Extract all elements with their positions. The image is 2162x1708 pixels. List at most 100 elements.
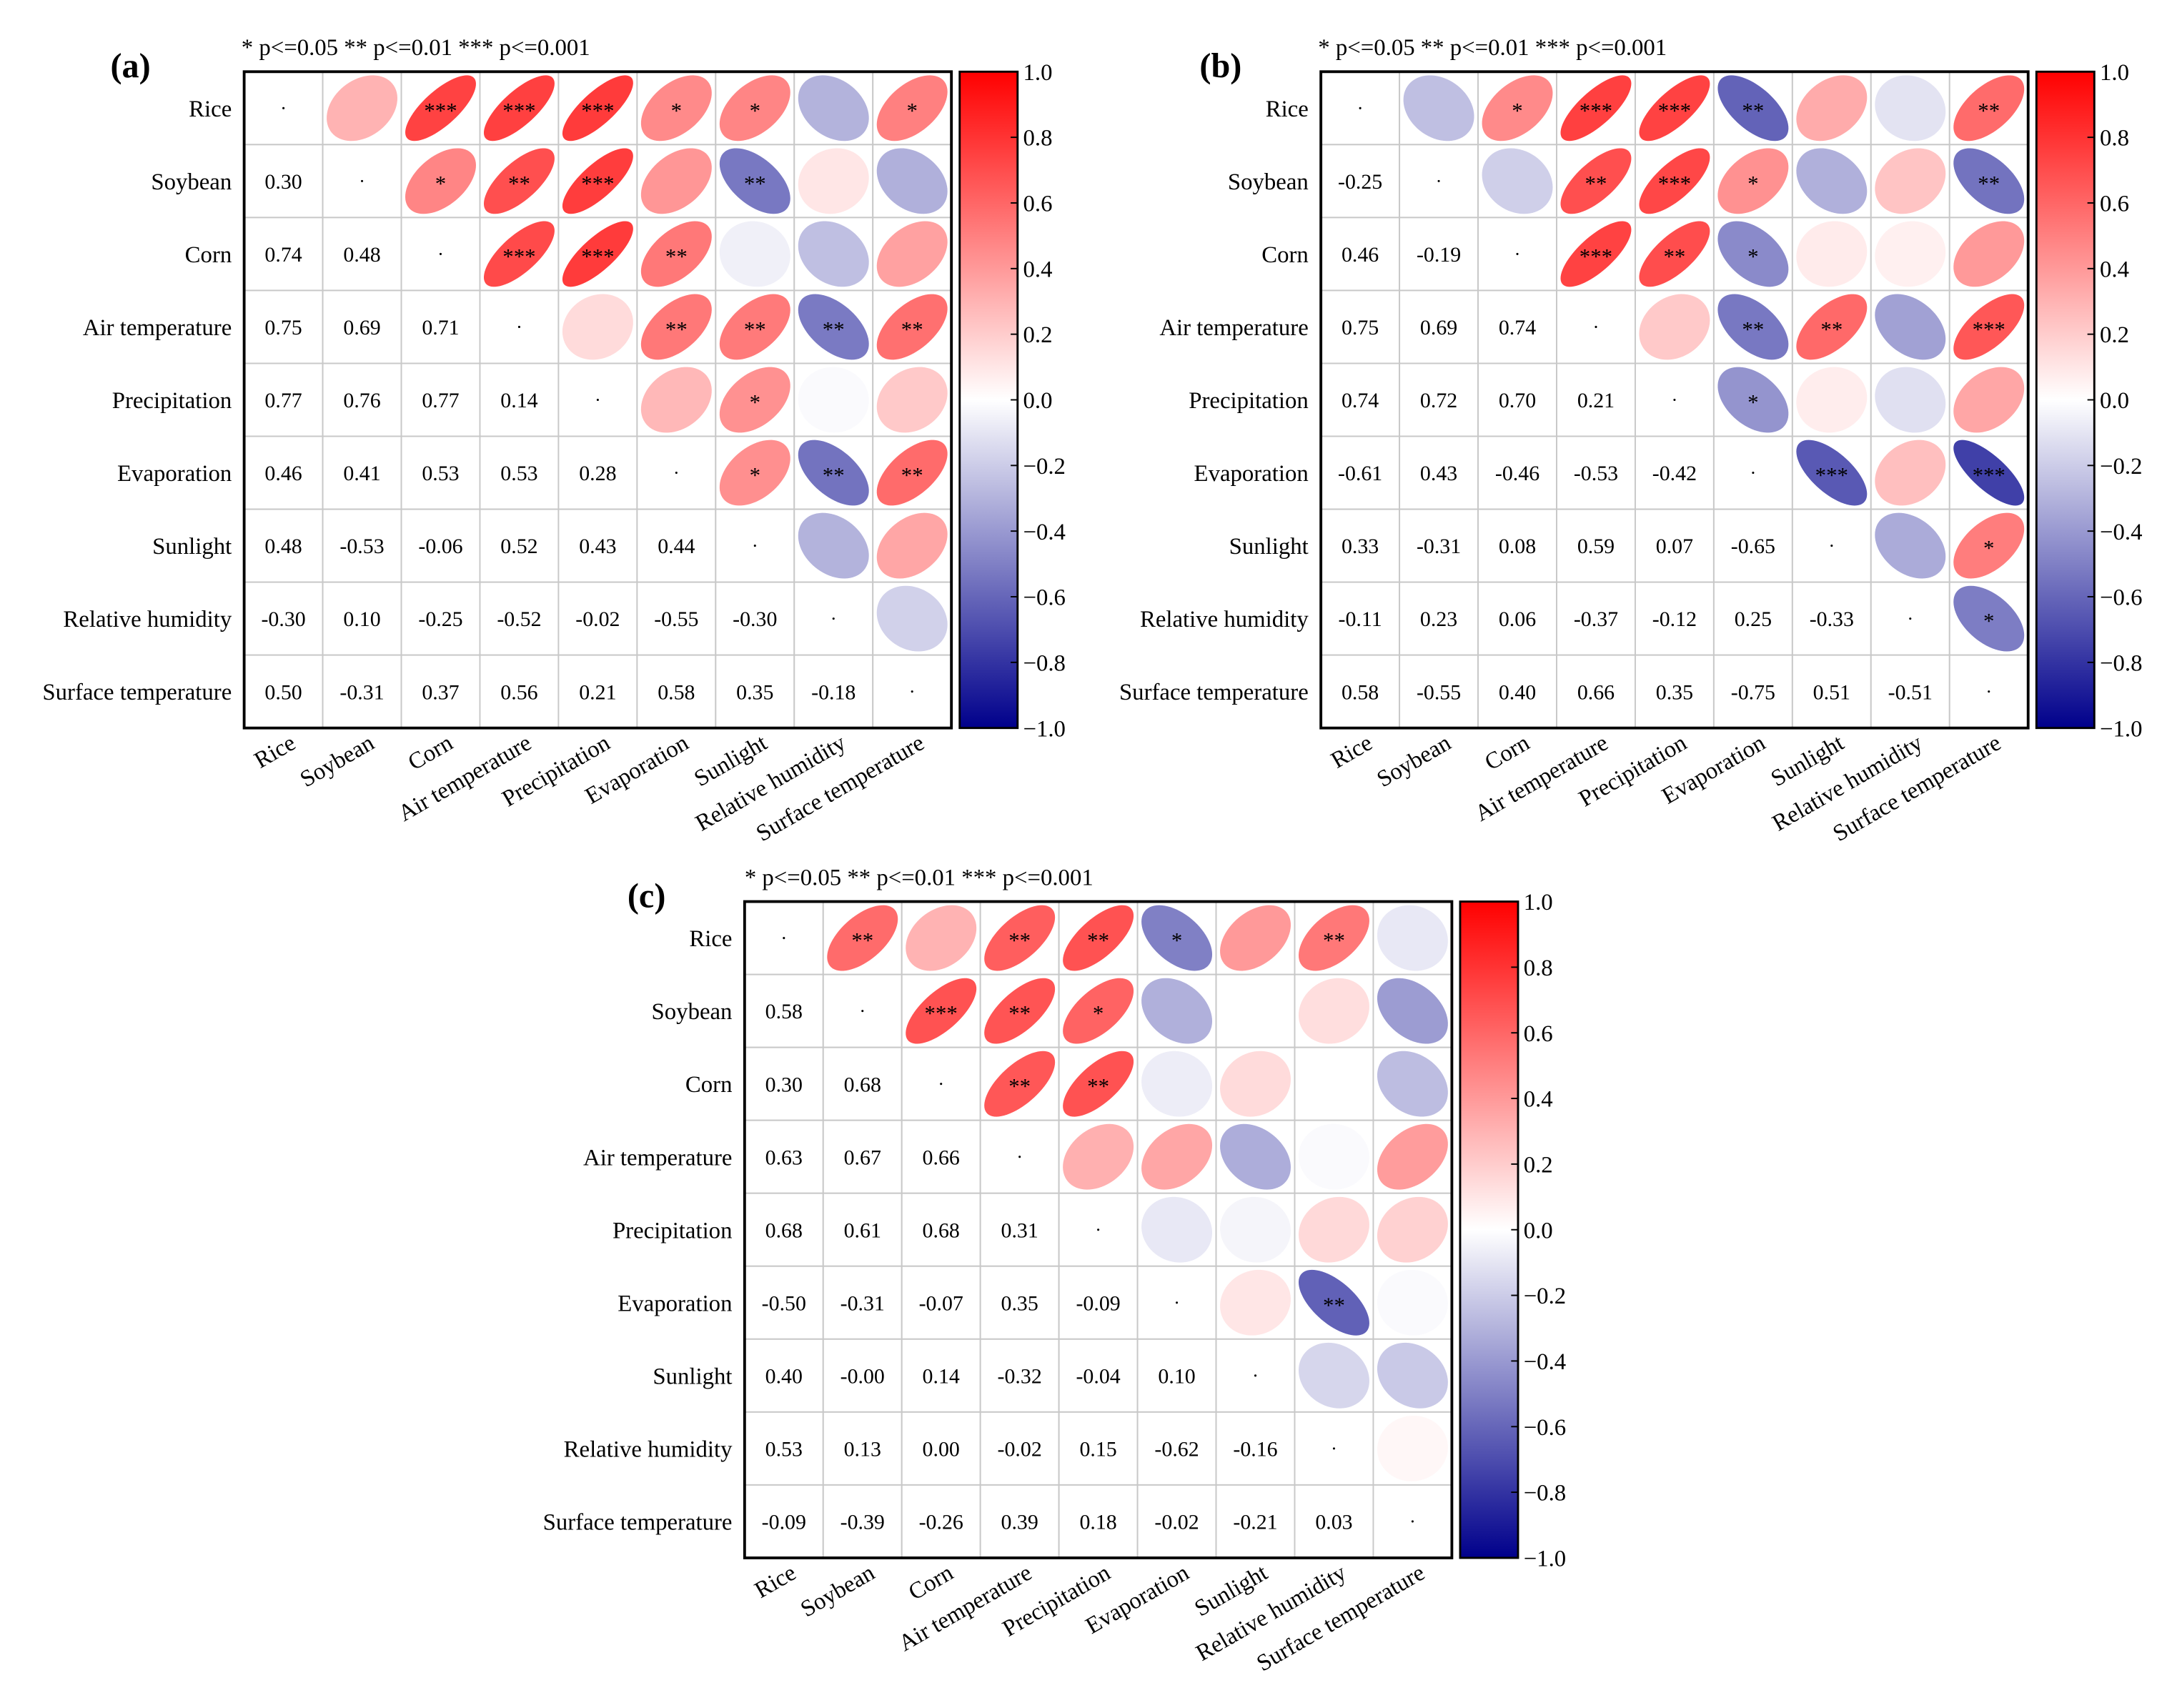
colorbar-tick-label: 1.0: [2100, 60, 2129, 86]
significance-stars: ***: [424, 99, 457, 123]
correlation-value: -0.65: [1731, 535, 1775, 558]
correlation-value: 0.39: [1001, 1511, 1038, 1534]
correlation-ellipse: [1875, 221, 1946, 287]
correlation-value: 0.50: [264, 680, 302, 704]
significance-stars: **: [1087, 1074, 1109, 1098]
correlation-ellipse: [1063, 905, 1134, 971]
correlation-value: -0.02: [575, 607, 620, 631]
significance-stars: ***: [581, 99, 614, 123]
colorbar-tick-label: −1.0: [2100, 716, 2142, 742]
correlation-ellipse: [719, 221, 790, 287]
correlation-value: 0.53: [500, 462, 537, 485]
correlation-value: -0.12: [1652, 607, 1697, 631]
matrix-cell: [1556, 508, 1636, 583]
correlation-value: 0.06: [1499, 607, 1536, 631]
correlation-value: -0.30: [261, 607, 305, 631]
correlation-ellipse: [483, 148, 555, 214]
colorbar-tick-label: −0.6: [2100, 585, 2142, 611]
matrix-cell: [1399, 362, 1479, 437]
matrix-cell: [901, 1484, 981, 1559]
diagonal-dot: [1830, 545, 1833, 547]
correlation-ellipse: [1298, 1196, 1369, 1263]
correlation-value: 0.75: [1342, 316, 1379, 339]
matrix-cell: [322, 435, 402, 510]
correlation-value: -0.51: [1888, 680, 1933, 704]
correlation-value: 0.07: [1656, 535, 1693, 558]
significance-stars: **: [1978, 99, 2000, 123]
correlation-value: 0.14: [500, 389, 537, 412]
correlation-ellipse: [1717, 75, 1789, 141]
matrix-cell: [557, 581, 638, 656]
significance-stars: ***: [1658, 99, 1691, 123]
colorbar: [958, 70, 1019, 730]
correlation-ellipse: [640, 294, 712, 360]
correlation-ellipse: [1796, 148, 1868, 214]
correlation-ellipse: [562, 148, 633, 214]
correlation-ellipse: [1796, 221, 1868, 287]
panel-b: (b) * p<=0.05 ** p<=0.01 *** p<=0.001* ***…: [1119, 35, 2143, 847]
correlation-ellipse: [1403, 75, 1474, 141]
significance-stars: **: [744, 317, 766, 342]
correlation-value: -0.33: [1810, 607, 1854, 631]
matrix-cell: [1136, 1484, 1217, 1559]
correlation-ellipse: [405, 148, 476, 214]
diagonal-dot: [360, 179, 364, 182]
significance-stars: **: [823, 317, 845, 342]
matrix-cell: [979, 1484, 1060, 1559]
correlation-value: -0.21: [1233, 1511, 1277, 1534]
correlation-value: 0.48: [343, 243, 380, 267]
correlation-ellipse: [1482, 75, 1553, 141]
correlation-ellipse: [1377, 1123, 1448, 1190]
matrix-cell: [1215, 1484, 1296, 1559]
correlation-value: -0.16: [1233, 1437, 1277, 1461]
matrix-cell: [1556, 435, 1636, 510]
matrix-cell: [243, 654, 324, 729]
correlation-ellipse: [906, 978, 977, 1044]
significance-stars: *: [750, 463, 760, 487]
correlation-value: 0.21: [579, 680, 616, 704]
significance-stars: *: [1747, 172, 1758, 196]
correlation-value: 0.15: [1079, 1437, 1116, 1461]
matrix-cell: [793, 654, 874, 729]
significance-stars: ***: [1973, 463, 2005, 487]
significance-stars: *: [1747, 244, 1758, 269]
matrix-cell: [1712, 581, 1793, 656]
matrix-cell: [743, 1265, 824, 1340]
correlation-value: 0.70: [1499, 389, 1536, 412]
significance-stars: *: [1512, 99, 1522, 123]
colorbar-tick-label: −0.6: [1524, 1415, 1566, 1441]
matrix-border: [242, 70, 953, 730]
row-label: Air temperature: [583, 1145, 732, 1171]
correlation-value: 0.52: [500, 535, 537, 558]
colorbar-tick-label: 0.0: [2100, 388, 2129, 414]
correlation-ellipse: [719, 367, 790, 433]
correlation-ellipse: [798, 367, 869, 433]
matrix-cell: [979, 1338, 1060, 1413]
matrix-cell: [1320, 508, 1401, 583]
colorbar-tick-label: −0.6: [1023, 585, 1065, 611]
correlation-ellipse: [876, 294, 948, 360]
correlation-value: 0.66: [1577, 680, 1615, 704]
matrix-cell: [743, 1338, 824, 1413]
correlation-value: 0.30: [765, 1073, 803, 1096]
significance-stars: **: [665, 244, 688, 269]
significance-stars: **: [823, 463, 845, 487]
correlation-value: 0.41: [343, 462, 380, 485]
correlation-ellipse: [1796, 294, 1868, 360]
correlation-value: 0.46: [264, 462, 302, 485]
significance-legend: * p<=0.05 ** p<=0.01 *** p<=0.001: [1318, 35, 1667, 61]
correlation-ellipse: [719, 75, 790, 141]
matrix-cell: [1320, 217, 1401, 292]
significance-stars: **: [1663, 244, 1685, 269]
matrix-cell: [1870, 654, 1950, 729]
row-label: Evaporation: [618, 1291, 732, 1316]
diagonal-dot: [1595, 325, 1597, 328]
correlation-ellipse: [1220, 978, 1291, 1044]
column-label: Air temperature: [1471, 730, 1612, 826]
column-label: Soybean: [796, 1560, 879, 1623]
correlation-ellipse: [1639, 221, 1710, 287]
matrix-cell: [243, 144, 324, 219]
correlation-value: -0.55: [654, 607, 698, 631]
matrix-cell: [1634, 435, 1715, 510]
correlation-value: 0.14: [923, 1364, 960, 1388]
